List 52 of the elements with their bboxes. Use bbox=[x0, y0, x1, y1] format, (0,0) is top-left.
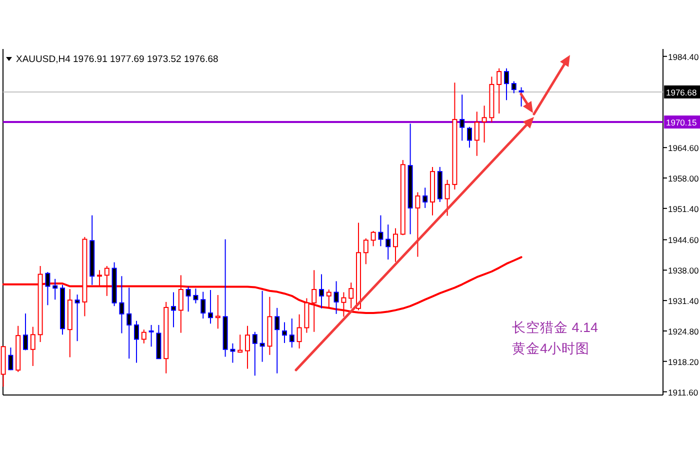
candlestick bbox=[164, 301, 169, 374]
candlestick bbox=[74, 294, 80, 342]
candlestick bbox=[319, 274, 324, 309]
candlestick bbox=[482, 105, 487, 144]
annotation: 长空猎金 4.14 bbox=[512, 320, 599, 335]
candlestick bbox=[274, 307, 280, 374]
candlestick bbox=[393, 228, 398, 262]
candlestick bbox=[119, 276, 124, 334]
candlestick bbox=[348, 282, 354, 309]
candlestick bbox=[422, 187, 428, 208]
candlestick bbox=[171, 292, 176, 328]
candlestick bbox=[193, 288, 198, 304]
candlestick bbox=[460, 94, 465, 142]
candlestick bbox=[90, 214, 95, 286]
candlestick bbox=[282, 322, 287, 344]
candlestick bbox=[452, 82, 458, 190]
y-tick-label: 1964.60 bbox=[668, 143, 699, 154]
candlestick bbox=[52, 278, 58, 300]
candlestick bbox=[489, 76, 494, 123]
candlestick bbox=[97, 270, 102, 287]
y-tick-label: 1911.60 bbox=[668, 387, 698, 398]
candlestick bbox=[200, 291, 206, 320]
candlestick bbox=[289, 318, 294, 348]
candlestick bbox=[186, 286, 191, 312]
ref-line-label: 1970.15 bbox=[666, 118, 697, 128]
candlestick bbox=[230, 342, 236, 364]
candlestick bbox=[126, 287, 132, 360]
candlestick bbox=[296, 314, 302, 349]
candlestick bbox=[326, 288, 332, 308]
candlestick bbox=[267, 296, 272, 356]
text: XAUUSD,H4 1976.91 1977.69 1973.52 1976.68 bbox=[16, 54, 218, 65]
candlestick bbox=[215, 294, 220, 330]
candlestick bbox=[30, 326, 36, 366]
candlestick bbox=[386, 224, 391, 260]
candlestick bbox=[208, 289, 213, 324]
y-tick-label: 1958.00 bbox=[668, 174, 699, 184]
annotation: 黄金4小时图 bbox=[512, 341, 590, 356]
y-tick-label: 1951.40 bbox=[668, 204, 699, 214]
candlestick bbox=[260, 290, 265, 362]
y-tick-label: 1984.40 bbox=[668, 52, 699, 62]
y-tick-label: 1938.00 bbox=[668, 266, 699, 276]
y-tick-label: 1931.40 bbox=[668, 296, 699, 306]
candlestick bbox=[222, 238, 228, 358]
ref-line-label: 1976.68 bbox=[666, 87, 697, 98]
candlestick bbox=[408, 123, 413, 235]
y-tick-label: 1944.60 bbox=[668, 235, 699, 246]
candlestick bbox=[245, 325, 250, 370]
candlestick bbox=[474, 111, 480, 156]
candlestick bbox=[334, 280, 339, 314]
candlestick bbox=[148, 324, 154, 348]
y-tick-label: 1924.80 bbox=[668, 326, 699, 336]
y-tick-label: 1918.20 bbox=[668, 356, 699, 367]
